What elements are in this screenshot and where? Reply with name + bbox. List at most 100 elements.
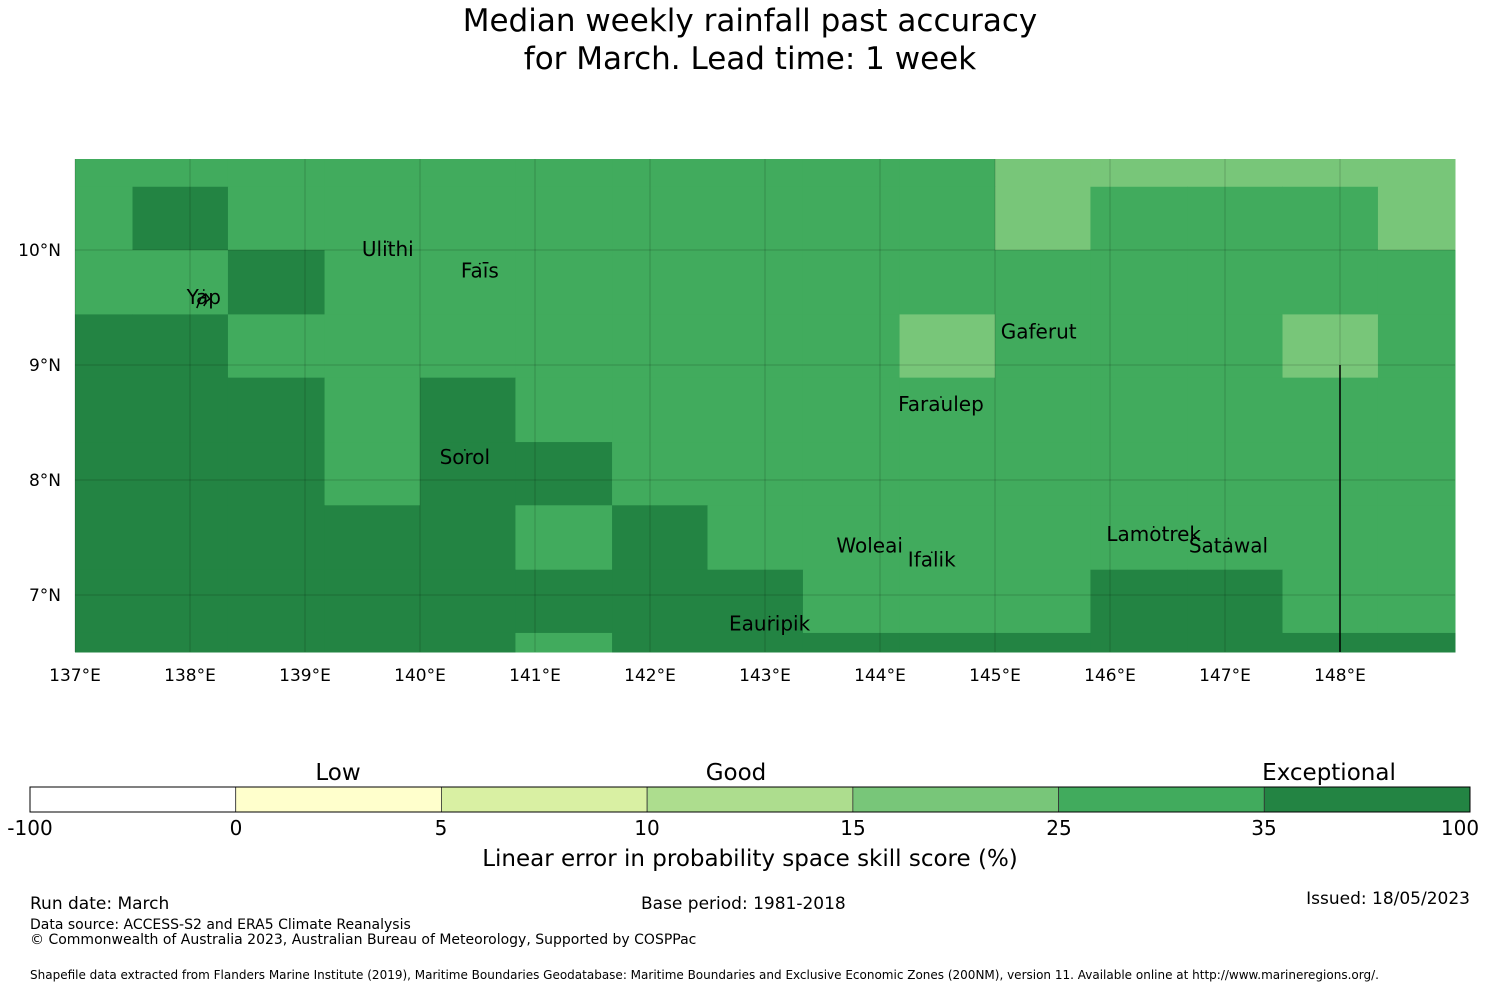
skill-cell — [612, 159, 708, 188]
skill-cell — [420, 314, 516, 379]
skill-cell — [227, 159, 326, 188]
skill-cell — [1187, 314, 1283, 379]
skill-cell — [132, 632, 229, 653]
skill-cell — [1090, 159, 1188, 188]
skill-cell — [1187, 250, 1283, 315]
shapefile-credit: Shapefile data extracted from Flanders M… — [30, 968, 1379, 982]
skill-cell — [515, 569, 613, 634]
data-source: Data source: ACCESS-S2 and ERA5 Climate … — [30, 917, 411, 933]
skill-cell — [227, 314, 326, 379]
lat-tick-label: 8°N — [29, 471, 61, 491]
place-label: Satawal — [1189, 533, 1268, 557]
colorbar-segment — [1263, 786, 1471, 813]
skill-cell — [75, 442, 133, 506]
skill-cell — [324, 377, 421, 443]
skill-cell — [1090, 632, 1188, 653]
island-mark — [463, 449, 466, 451]
title-line-2: for March. Lead time: 1 week — [523, 41, 977, 77]
skill-cell — [707, 442, 804, 506]
skill-cell — [324, 314, 421, 379]
skill-cell — [1090, 250, 1188, 315]
skill-cell — [1377, 442, 1456, 506]
skill-cell — [707, 314, 804, 379]
skill-cell — [132, 442, 229, 506]
skill-cell — [515, 505, 613, 571]
skill-cell — [995, 632, 1091, 653]
skill-cell — [324, 569, 421, 634]
place-label: Faīs — [461, 259, 499, 283]
skill-cell — [802, 632, 901, 653]
skill-cell — [802, 159, 901, 188]
skill-cell — [612, 632, 708, 653]
skill-cell — [515, 186, 613, 251]
skill-cell — [802, 505, 901, 571]
skill-cell — [1377, 314, 1456, 379]
skill-cell — [75, 569, 133, 634]
skill-cell — [995, 569, 1091, 634]
skill-cell — [420, 632, 516, 653]
place-labels: Ulithi Faīs Yap Gaferut Faraulep Sorol WoleaiI… — [186, 237, 1268, 636]
copyright: © Commonwealth of Australia 2023, Austra… — [30, 932, 697, 948]
lon-tick-label: 139°E — [279, 666, 331, 686]
skill-cell — [612, 314, 708, 379]
colorbar-segment — [29, 786, 237, 813]
colorbar-tick: 100 — [1440, 816, 1480, 840]
skill-cell — [227, 250, 326, 315]
lon-tick-label: 141°E — [509, 666, 561, 686]
colorbar-segment — [441, 786, 648, 813]
skill-cell — [995, 442, 1091, 506]
island-mark — [1227, 537, 1230, 540]
island-mark — [940, 396, 942, 398]
skill-cell — [1187, 442, 1283, 506]
skill-cell — [132, 159, 229, 188]
island-mark — [1152, 526, 1155, 528]
skill-cell — [707, 186, 804, 251]
skill-cell — [995, 159, 1091, 188]
skill-cell — [899, 505, 996, 571]
place-label: Faraulep — [898, 392, 984, 416]
skill-grid — [75, 159, 1456, 653]
skill-cell — [420, 377, 516, 443]
skill-cell — [1282, 569, 1379, 634]
lon-tick-label: 144°E — [854, 666, 906, 686]
skill-cell — [227, 569, 326, 634]
skill-cell — [802, 442, 901, 506]
skill-cell — [1282, 314, 1379, 379]
skill-cell — [1377, 159, 1456, 188]
chart-title: Median weekly rainfall past accuracy for… — [0, 2, 1500, 78]
island-mark — [202, 289, 205, 291]
skill-cell — [802, 569, 901, 634]
skill-cell — [75, 186, 133, 251]
colorbar-tick: 15 — [840, 816, 866, 840]
skill-cell — [1282, 442, 1379, 506]
skill-cell — [132, 186, 229, 251]
skill-cell — [1377, 250, 1456, 315]
skill-cell — [227, 442, 326, 506]
island-mark — [930, 551, 933, 554]
skill-cell — [995, 377, 1091, 443]
colorbar-segment — [235, 786, 442, 813]
category-low: Low — [315, 760, 361, 786]
skill-cell — [420, 250, 516, 315]
lon-tick-label: 148°E — [1314, 666, 1366, 686]
lon-tick-label: 143°E — [739, 666, 791, 686]
skill-cell — [1377, 569, 1456, 634]
place-label: Sorol — [440, 445, 491, 469]
skill-cell — [899, 314, 996, 379]
skill-cell — [420, 159, 516, 188]
skill-cell — [227, 377, 326, 443]
place-label: Ifalik — [908, 547, 956, 571]
island-mark — [768, 615, 771, 618]
colorbar-frame — [29, 786, 1471, 813]
skill-cell — [324, 442, 421, 506]
skill-cell — [227, 632, 326, 653]
skill-cell — [515, 250, 613, 315]
skill-cell — [324, 159, 421, 188]
skill-cell — [1282, 632, 1379, 653]
skill-cell — [1187, 505, 1283, 571]
skill-cell — [132, 314, 229, 379]
skill-cell — [707, 159, 804, 188]
skill-cell — [995, 314, 1091, 379]
skill-cell — [995, 505, 1091, 571]
skill-cell — [899, 632, 996, 653]
